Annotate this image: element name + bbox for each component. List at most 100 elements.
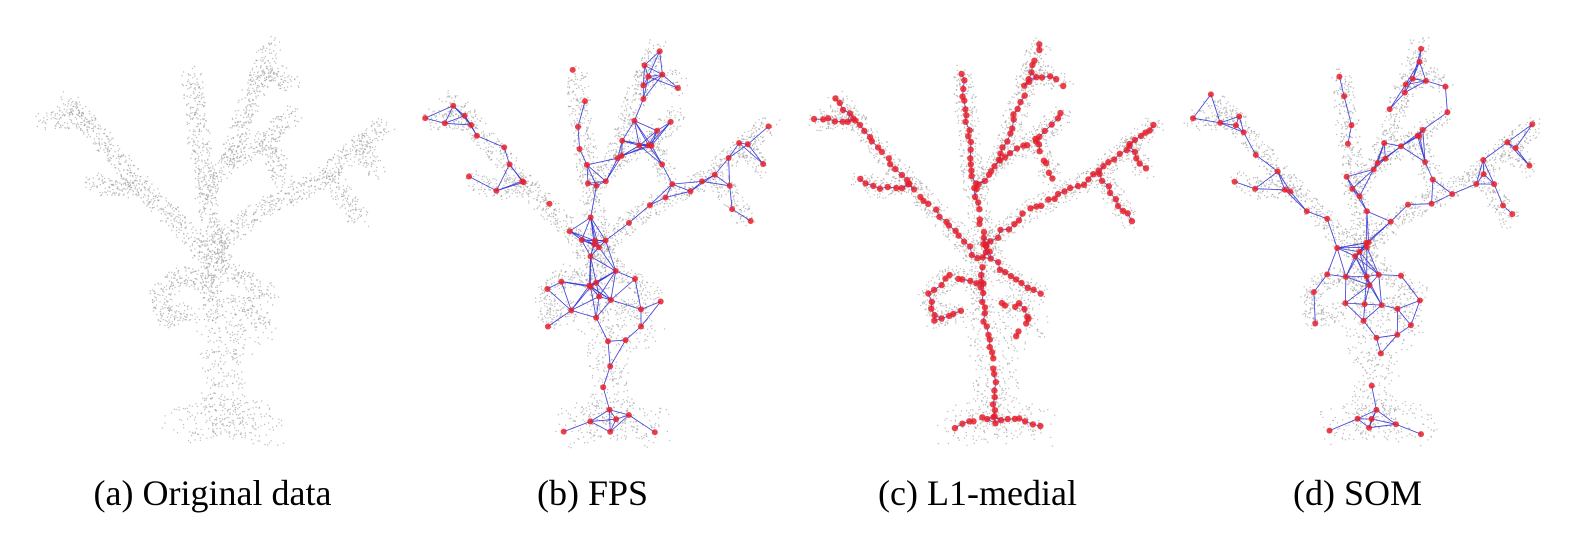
cloud-point [204,303,207,306]
cloud-point [284,89,286,91]
cloud-point [155,308,157,310]
cloud-point [191,138,193,140]
cloud-point [242,309,244,311]
cloud-point [191,284,193,286]
cloud-point [125,178,128,180]
cloud-point [573,72,575,75]
cloud-point [183,427,185,429]
cloud-point [94,119,96,121]
cloud-point [154,283,156,286]
cloud-point [236,360,239,362]
cloud-point [280,118,282,121]
cloud-point [277,200,280,203]
cloud-point [271,174,273,176]
cloud-point [194,135,196,137]
cloud-point [188,319,190,321]
cloud-point [280,175,282,177]
cloud-point [278,131,280,133]
cloud-point [227,232,229,234]
cloud-point [232,166,235,168]
cloud-point [202,397,204,399]
cloud-point [43,120,45,122]
cloud-point [284,166,286,168]
cloud-point [366,211,369,214]
cloud-point [187,277,189,279]
cloud-point [172,206,175,209]
cloud-point [567,240,570,242]
cloud-point [252,114,254,116]
cloud-point [135,184,138,186]
point-cloud-plot-b [422,39,781,449]
cloud-point [269,293,272,295]
cloud-point [542,209,544,211]
cloud-point [270,200,272,202]
cloud-point [555,209,557,212]
cloud-point [161,306,163,308]
cloud-point [245,108,248,110]
cloud-point [242,394,244,396]
cloud-point [602,346,604,348]
cloud-point [499,146,501,148]
cloud-point [113,184,115,186]
cloud-point [215,419,217,421]
cloud-point [222,314,224,316]
cloud-point [267,160,269,163]
cloud-point [59,117,62,119]
cloud-point [583,122,585,124]
cloud-point [220,281,222,284]
cloud-point [177,272,179,274]
cloud-point [510,153,512,155]
cloud-point [488,143,490,145]
cloud-point [134,186,137,188]
cloud-point [230,229,232,231]
cloud-point [204,305,207,307]
cloud-point [332,167,334,170]
cloud-point [245,219,247,221]
cloud-point [227,139,229,141]
cloud-point [229,321,231,323]
cloud-point [195,151,197,153]
cloud-point [123,169,125,171]
cloud-point [94,141,96,143]
cloud-point [555,223,557,225]
cloud-point [297,85,299,87]
cloud-point [170,219,172,221]
cloud-point [241,226,244,229]
cloud-point [220,229,222,231]
cloud-point [262,319,264,322]
cloud-point [176,316,178,319]
cloud-point [228,161,231,163]
cloud-point [322,176,325,178]
cloud-point [488,156,490,158]
cloud-point [248,154,250,157]
cloud-point [565,231,567,233]
cloud-point [568,77,570,79]
cloud-point [501,166,504,169]
cloud-point [72,106,74,108]
cloud-point [269,204,272,206]
cloud-point [601,275,603,277]
cloud-point [314,189,317,191]
cloud-point [474,139,476,141]
cloud-point [499,150,501,153]
cloud-point [50,118,52,120]
cloud-point [573,132,575,134]
cloud-point [253,212,255,214]
cloud-point [198,187,200,189]
cloud-point [339,150,342,153]
cloud-point [273,161,275,163]
cloud-point [120,183,123,185]
cloud-point [257,74,259,77]
cloud-point [597,219,599,221]
cloud-point [244,338,246,341]
cloud-point [199,196,201,198]
cloud-point [203,256,206,258]
cloud-point [251,304,254,306]
cloud-point [272,72,275,75]
cloud-point [275,118,277,120]
cloud-point [199,439,201,442]
cloud-point [615,367,617,369]
cloud-point [276,72,278,75]
cloud-point [223,301,225,303]
cloud-point [184,282,186,284]
